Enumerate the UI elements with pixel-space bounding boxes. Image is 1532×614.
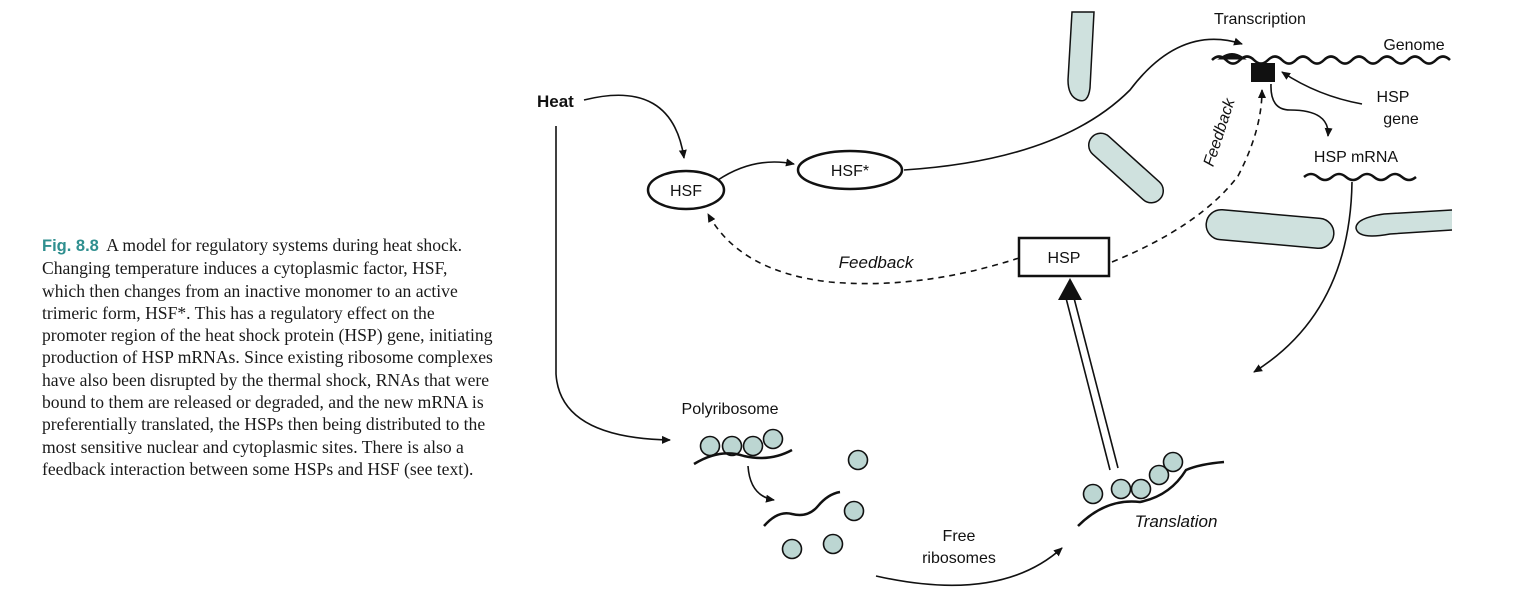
promoter-region <box>1217 53 1247 60</box>
hsf-node <box>646 169 726 211</box>
ribosome <box>1162 451 1184 473</box>
arrow-free-ribosomes-to-translation <box>875 547 1063 587</box>
hsf-star-node <box>796 149 904 191</box>
organelles <box>1067 11 1453 250</box>
feedback-arrow-hsp-to-hsf <box>707 213 1020 285</box>
polyribosome <box>693 428 793 466</box>
ribosome <box>1130 478 1152 500</box>
hsp-label: HSP <box>1048 250 1081 267</box>
ribosome <box>1082 483 1104 505</box>
arrows <box>555 37 1363 587</box>
arrow-mrna-to-translation <box>1253 181 1353 373</box>
free-ribosome <box>843 500 865 522</box>
polyribosome-mrna <box>693 448 793 466</box>
organelle-middle <box>1087 132 1165 204</box>
feedback-arrows <box>707 89 1266 285</box>
free-ribosomes-label-line2: ribosomes <box>922 550 996 567</box>
hsp-gene-label-line2: gene <box>1383 111 1419 128</box>
free-ribosome <box>847 449 869 471</box>
translation-to-hsp-arrow <box>1058 278 1119 471</box>
arrow-gene-to-mrna <box>1270 83 1333 137</box>
heat-label: Heat <box>537 92 574 111</box>
arrow-hsf-star-to-transcription <box>903 37 1243 171</box>
genome-line <box>1211 55 1451 65</box>
arrow-heat-to-polyribosome <box>555 126 671 444</box>
hsp-mrna-label: HSP mRNA <box>1314 149 1398 166</box>
hsf-label: HSF <box>670 183 702 200</box>
organelle-right <box>1355 209 1453 237</box>
ribosome <box>1148 464 1170 486</box>
free-ribosomes <box>781 449 869 560</box>
hsp-mrna-line <box>1303 172 1417 182</box>
arrow-polyribosome-to-degraded <box>747 465 775 503</box>
translation-complex <box>1077 451 1225 527</box>
polyribosome-label: Polyribosome <box>682 401 779 418</box>
translation-label: Translation <box>1135 512 1218 531</box>
feedback-lower-label: Feedback <box>839 253 915 272</box>
ribosome <box>721 435 743 457</box>
arrow-heat-to-hsf <box>583 94 687 159</box>
arrow-hsf-to-hsf-star <box>717 158 795 181</box>
ribosome <box>699 435 721 457</box>
feedback-upper-label: Feedback <box>1201 96 1239 169</box>
translation-mrna <box>1077 460 1225 527</box>
feedback-arrow-hsp-to-gene <box>1111 89 1266 263</box>
ribosome <box>1110 478 1132 500</box>
organelle-lower <box>1205 208 1335 250</box>
hsf-star-label: HSF* <box>831 163 869 180</box>
ribosome <box>742 435 764 457</box>
hsp-gene-label-line1: HSP <box>1377 89 1410 106</box>
hsp-gene-block <box>1251 63 1275 82</box>
genome-label: Genome <box>1383 37 1444 54</box>
figure-caption: Fig. 8.8 A model for regulatory systems … <box>42 234 494 480</box>
caption-text: A model for regulatory systems during he… <box>42 235 493 479</box>
ribosome <box>762 428 784 450</box>
free-ribosome <box>781 538 803 560</box>
arrow-hsp-gene-label-to-gene <box>1281 71 1363 105</box>
organelle-top <box>1067 11 1095 102</box>
hsp-node <box>1017 236 1111 278</box>
free-ribosome <box>822 533 844 555</box>
released-mrna <box>763 490 841 527</box>
free-ribosomes-label-line1: Free <box>943 528 976 545</box>
figure-label: Fig. 8.8 <box>42 237 99 255</box>
transcription-label: Transcription <box>1214 11 1306 28</box>
